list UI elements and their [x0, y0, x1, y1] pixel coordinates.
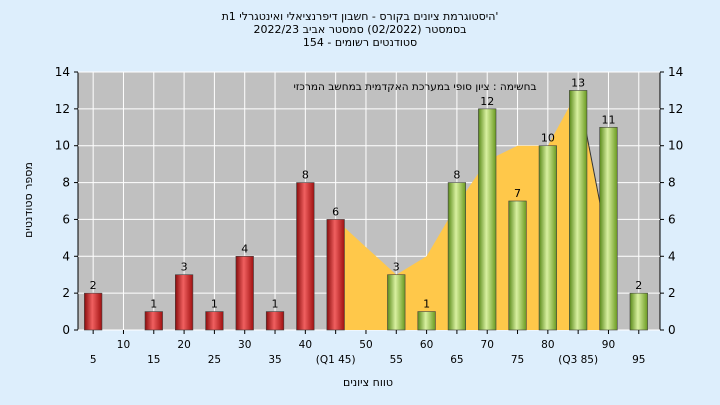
- y-tick-label-right: 0: [668, 323, 676, 337]
- bar-35: [265, 311, 285, 331]
- y-tick-label-right: 4: [668, 249, 676, 263]
- data-label-40: 8: [302, 169, 309, 182]
- bar-85: [569, 90, 588, 331]
- x-tick-label-40: 40: [299, 339, 312, 351]
- data-label-95: 2: [635, 279, 642, 292]
- data-label-85: 13: [571, 76, 585, 89]
- x-tick-label-55: 55: [390, 354, 403, 366]
- x-tick-label-80: 80: [541, 339, 554, 351]
- x-tick-label-30: 30: [238, 339, 251, 351]
- y-tick-label-right: 2: [668, 286, 676, 300]
- bar-30: [235, 255, 254, 331]
- x-tick-label-95: 95: [632, 354, 645, 366]
- bar-5: [84, 292, 103, 331]
- x-tick-label-35: 35: [268, 354, 281, 366]
- bar-95: [629, 292, 648, 331]
- x-tick-label-75: 75: [511, 354, 524, 366]
- x-tick-label-90: 90: [602, 339, 615, 351]
- data-label-35: 1: [272, 298, 279, 311]
- y-tick-label-left: 0: [62, 323, 70, 337]
- y-tick-label-right: 10: [668, 139, 683, 153]
- chart-title-line-1: 'היסטוגרמת ציונים בקורס - חשבון דיפרנציא…: [221, 10, 499, 23]
- data-label-20: 3: [181, 261, 188, 274]
- y-tick-label-right: 12: [668, 102, 683, 116]
- y-axis-label: מספר סטודנטים: [22, 162, 35, 238]
- chart-annotation: בחשימה : ציון סופי במערכת האקדמית במחשב …: [293, 81, 536, 93]
- x-axis-label: טווח ציונים: [343, 376, 393, 389]
- data-label-70: 12: [480, 95, 494, 108]
- data-label-5: 2: [90, 279, 97, 292]
- data-label-30: 4: [241, 242, 248, 255]
- y-tick-label-right: 14: [668, 65, 683, 79]
- data-label-45: 6: [332, 205, 339, 218]
- x-tick-label-85: (Q3 85): [558, 354, 598, 366]
- bar-65: [447, 182, 466, 331]
- data-label-90: 11: [601, 113, 615, 126]
- chart-title-line-2: בסמסטר (02/2022) סמסטר אביב 2022/23: [253, 23, 467, 36]
- y-tick-label-right: 6: [668, 212, 676, 226]
- x-tick-label-45: (Q1 45): [316, 354, 356, 366]
- data-label-60: 1: [423, 298, 430, 311]
- x-tick-label-15: 15: [147, 354, 160, 366]
- bar-55: [387, 274, 406, 331]
- bar-80: [538, 145, 557, 331]
- bar-40: [296, 182, 315, 331]
- bar-90: [599, 126, 618, 331]
- data-label-15: 1: [150, 298, 157, 311]
- x-tick-label-50: 50: [359, 339, 372, 351]
- x-tick-label-10: 10: [117, 339, 130, 351]
- y-tick-label-left: 4: [62, 249, 70, 263]
- data-label-55: 3: [393, 261, 400, 274]
- bar-25: [205, 311, 224, 331]
- y-tick-label-left: 6: [62, 212, 70, 226]
- data-label-80: 10: [541, 132, 555, 145]
- bar-20: [175, 274, 194, 331]
- bar-75: [508, 200, 527, 331]
- chart-title-line-3: סטודנטים רשומים - 154: [302, 36, 418, 49]
- data-label-65: 8: [453, 169, 460, 182]
- x-tick-label-20: 20: [177, 339, 190, 351]
- bar-70: [478, 108, 497, 331]
- y-tick-label-left: 14: [55, 65, 70, 79]
- x-tick-label-70: 70: [481, 339, 494, 351]
- bar-45: [326, 219, 345, 331]
- data-label-75: 7: [514, 187, 521, 200]
- y-tick-label-left: 10: [55, 139, 70, 153]
- y-tick-label-left: 12: [55, 102, 70, 116]
- x-tick-label-25: 25: [208, 354, 221, 366]
- y-tick-label-right: 8: [668, 176, 676, 190]
- x-tick-label-5: 5: [90, 354, 97, 366]
- x-tick-label-65: 65: [450, 354, 463, 366]
- bar-layer: [84, 90, 648, 331]
- bar-60: [417, 311, 436, 331]
- x-tick-label-60: 60: [420, 339, 433, 351]
- y-tick-label-left: 2: [62, 286, 70, 300]
- bar-15: [144, 311, 163, 331]
- data-label-25: 1: [211, 298, 218, 311]
- y-tick-label-left: 8: [62, 176, 70, 190]
